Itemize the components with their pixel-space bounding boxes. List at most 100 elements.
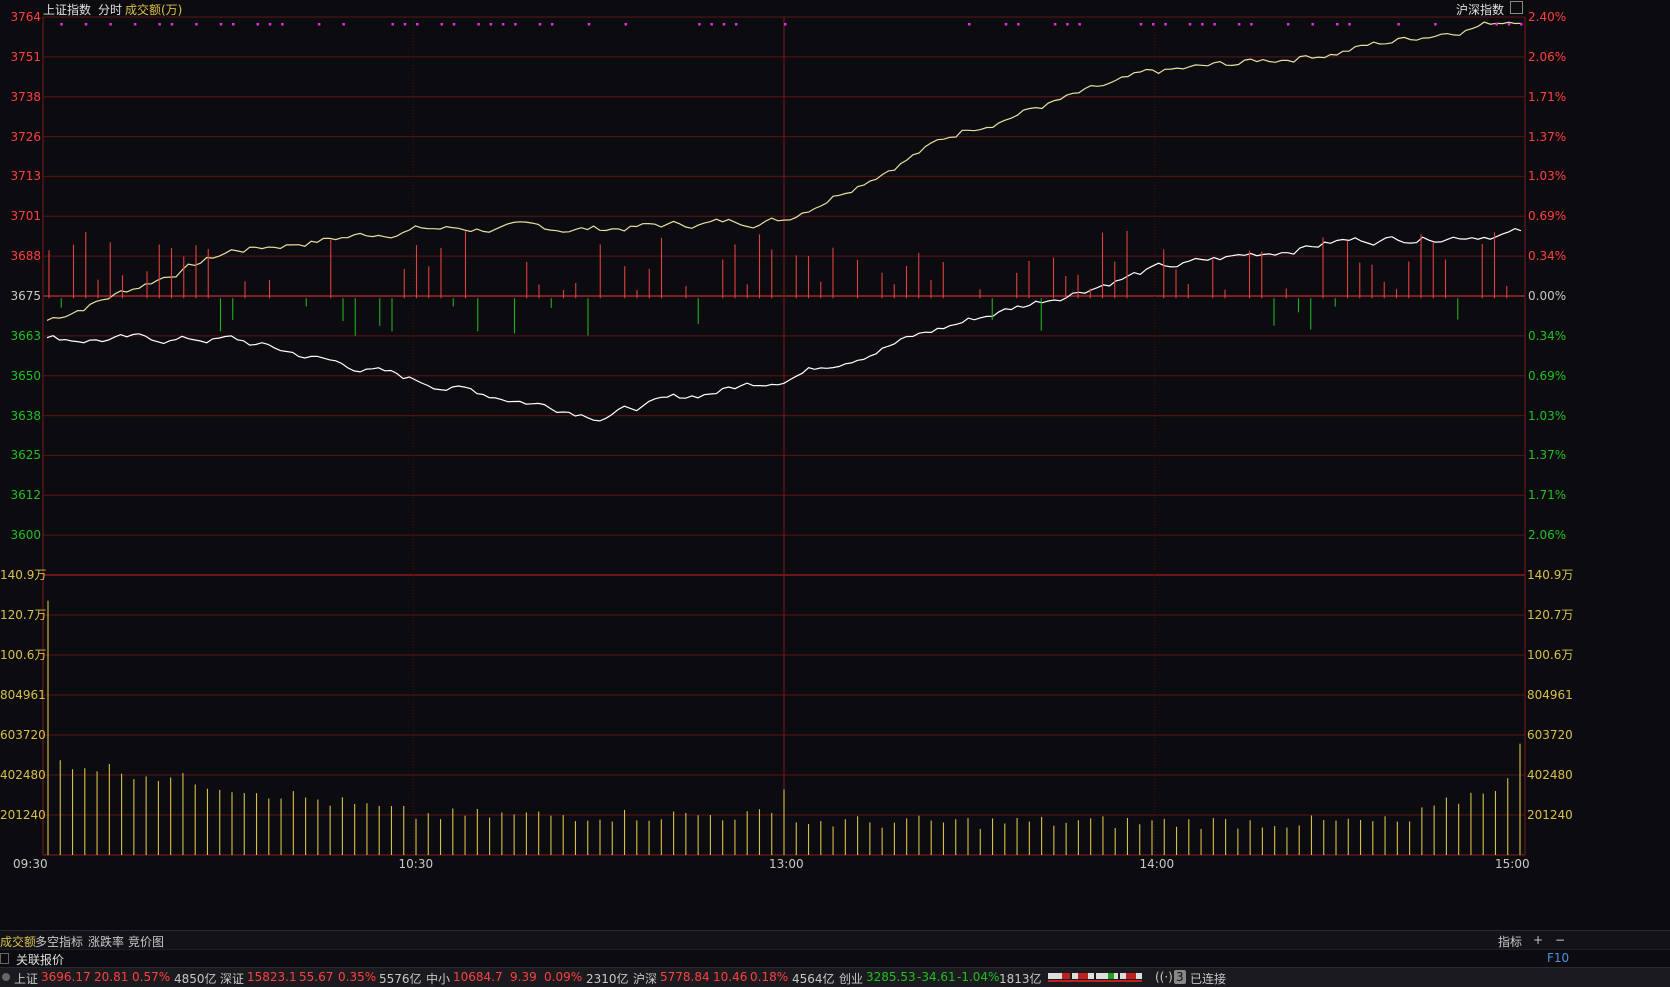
indicator-button[interactable]: 指标	[1498, 935, 1523, 949]
zoom-in-button[interactable]: +	[1533, 933, 1544, 947]
cy-price: 3285.53	[866, 970, 916, 984]
price-label: 3726	[10, 129, 41, 144]
signal-dot	[1078, 23, 1081, 26]
sz-name[interactable]: 深证	[220, 972, 245, 986]
signal-dot	[133, 23, 137, 26]
volume-label-right: 201240	[1527, 808, 1573, 822]
signal-dot	[477, 23, 480, 26]
signal-dot	[219, 23, 223, 26]
percent-label: 1.03%	[1528, 169, 1567, 184]
hs-change: 10.46	[713, 970, 748, 984]
zx-name[interactable]: 中小	[426, 972, 451, 986]
signal-dot	[268, 23, 272, 26]
signal-dot	[1507, 23, 1511, 26]
signal-dot	[587, 23, 591, 26]
price-label: 3663	[10, 328, 41, 343]
price-label: 3751	[10, 49, 41, 64]
cy-name[interactable]: 创业	[839, 972, 864, 986]
bottom-tab-bar: 成交额 多空指标 涨跌率 竞价图 指标 + −	[0, 930, 1670, 949]
signal-dot	[342, 23, 345, 26]
sh-amount: 4850亿	[174, 972, 217, 986]
signal-dot	[158, 23, 161, 26]
expand-icon[interactable]	[0, 953, 9, 964]
signal-dot	[1520, 23, 1523, 26]
signal-dot	[1164, 23, 1167, 26]
percent-label: 1.37%	[1528, 448, 1567, 463]
price-label: 3638	[10, 408, 41, 423]
signal-dot	[391, 23, 394, 26]
volume-label-right: 804961	[1527, 688, 1573, 702]
signal-icon: ((·))	[1155, 970, 1178, 984]
signal-dot	[1397, 23, 1400, 26]
percent-label: 1.71%	[1528, 89, 1567, 104]
hs-percent: 0.18%	[750, 970, 789, 984]
volume-label-right: 140.9万	[1527, 568, 1574, 582]
price-label: 3650	[10, 368, 41, 383]
percent-label: 2.06%	[1528, 528, 1567, 543]
signal-dot	[550, 23, 554, 26]
time-label: 15:00	[1495, 857, 1530, 871]
tab-volume[interactable]: 成交额	[0, 935, 37, 949]
zoom-out-button[interactable]: −	[1555, 933, 1566, 947]
zx-change: 9.39	[510, 970, 537, 984]
mode-label[interactable]: 分时	[98, 3, 123, 17]
volume-label-right: 100.6万	[1527, 648, 1574, 662]
intraday-chart	[42, 16, 1526, 856]
percent-label: 2.06%	[1528, 49, 1567, 64]
price-label: 3600	[10, 528, 41, 543]
hs-price: 5778.84	[660, 970, 710, 984]
sh-price: 3696.17	[41, 970, 91, 984]
tab-auction[interactable]: 竞价图	[128, 935, 165, 949]
time-label: 13:00	[769, 857, 804, 871]
tab-advance-decline[interactable]: 涨跌率	[88, 935, 125, 949]
tab-long-short[interactable]: 多空指标	[35, 935, 84, 949]
right-title[interactable]: 沪深指数	[1456, 3, 1505, 17]
status-bar: 上证 3696.17 20.81 0.57% 4850亿 深证 15823.1 …	[0, 967, 1670, 987]
hs-name[interactable]: 沪深	[633, 972, 658, 986]
volume-label: 120.7万	[0, 608, 47, 622]
signal-dot	[440, 23, 444, 26]
signal-dot	[1066, 23, 1069, 26]
price-line-0	[46, 21, 1522, 321]
f10-link[interactable]: F10	[1547, 951, 1570, 965]
signal-dot	[416, 23, 419, 26]
signal-dot	[722, 23, 726, 26]
volume-label: 603720	[0, 728, 46, 742]
signal-dot	[1004, 23, 1008, 26]
signal-dot	[1017, 23, 1020, 26]
indicator-label: 成交额(万)	[125, 3, 183, 17]
percent-label: 0.69%	[1528, 368, 1567, 383]
sh-change: 20.81	[94, 970, 129, 984]
sh-percent: 0.57%	[132, 970, 171, 984]
volume-label-right: 603720	[1527, 728, 1573, 742]
volume-label: 140.9万	[0, 568, 47, 582]
index-name[interactable]: 上证指数	[43, 3, 92, 17]
signal-dot	[317, 23, 321, 26]
price-label: 3612	[10, 488, 41, 503]
signal-dot	[452, 23, 456, 26]
signal-dot	[1495, 23, 1498, 26]
zx-amount: 2310亿	[586, 972, 629, 986]
price-label: 3713	[10, 169, 41, 184]
signal-dot	[514, 23, 517, 26]
maximize-icon[interactable]	[1510, 1, 1523, 14]
cy-percent: -1.04%	[957, 970, 1000, 984]
percent-label: 2.40%	[1528, 10, 1567, 24]
zx-percent: 0.09%	[544, 970, 583, 984]
price-label: 3738	[10, 89, 41, 104]
volume-label: 201240	[0, 808, 46, 822]
signal-dot	[538, 23, 542, 26]
signal-dot	[1213, 23, 1216, 26]
sh-name[interactable]: 上证	[14, 972, 39, 986]
price-label: 3764	[10, 10, 41, 24]
percent-label: 1.37%	[1528, 129, 1567, 144]
related-label[interactable]: 关联报价	[16, 953, 65, 967]
connection-status[interactable]: 已连接	[1190, 972, 1227, 986]
sz-price: 15823.1	[247, 970, 297, 984]
signal-dot	[403, 23, 407, 26]
signal-dot	[1201, 23, 1204, 26]
cy-change: -34.61	[917, 970, 956, 984]
percent-label: 0.34%	[1528, 328, 1567, 343]
signal-dot	[1152, 23, 1155, 26]
related-quotes-bar: 关联报价 F10	[0, 949, 1670, 968]
